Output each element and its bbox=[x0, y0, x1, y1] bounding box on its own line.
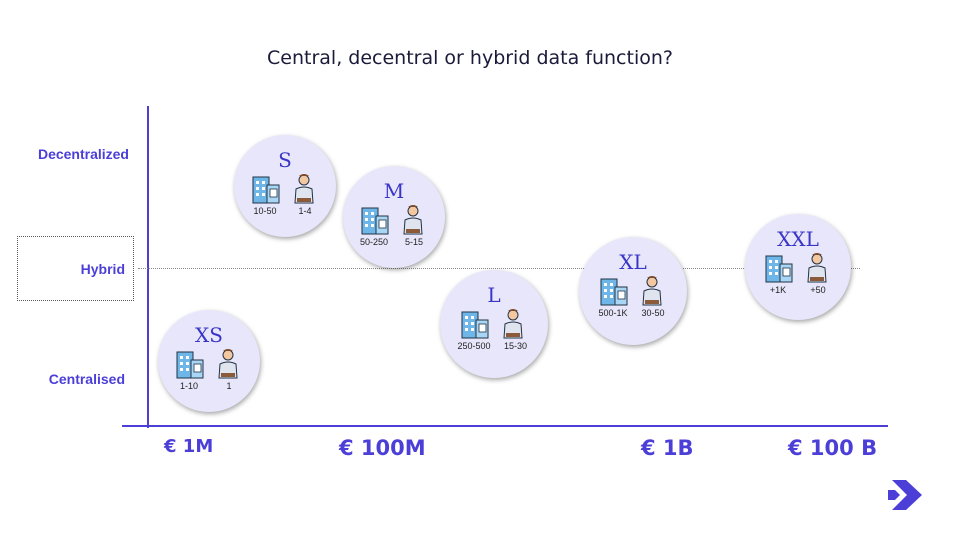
hybrid-guide-line bbox=[138, 268, 860, 269]
person-icon bbox=[642, 276, 662, 306]
bubble-xs: XS 1-10 1 bbox=[158, 310, 260, 412]
person-icon bbox=[218, 349, 238, 379]
office-building-icon bbox=[461, 311, 489, 339]
company-count: 500-1K bbox=[598, 308, 628, 318]
office-building-icon bbox=[176, 351, 204, 379]
y-axis-line bbox=[147, 106, 149, 428]
company-count: 10-50 bbox=[253, 206, 277, 216]
person-icon bbox=[503, 309, 523, 339]
x-tick-100b: € 100 B bbox=[788, 436, 878, 460]
x-tick-1b: € 1B bbox=[641, 436, 694, 460]
x-axis-line bbox=[122, 425, 888, 427]
bubble-size-label: M bbox=[383, 179, 405, 203]
brand-logo-icon bbox=[888, 480, 922, 510]
person-icon bbox=[807, 253, 827, 283]
bubble-size-label: XL bbox=[619, 250, 647, 274]
person-icon bbox=[294, 174, 314, 204]
people-count: 15-30 bbox=[504, 341, 528, 351]
people-count: 1 bbox=[226, 381, 232, 391]
office-building-icon bbox=[361, 207, 389, 235]
office-building-icon bbox=[252, 176, 280, 204]
person-icon bbox=[403, 205, 423, 235]
people-count: 5-15 bbox=[404, 237, 423, 247]
y-label-centralised: Centralised bbox=[48, 371, 125, 387]
office-building-icon bbox=[765, 255, 793, 283]
bubble-l: L 250-500 15-30 bbox=[440, 270, 548, 378]
x-tick-100m: € 100M bbox=[339, 436, 426, 460]
bubble-size-label: XXL bbox=[777, 227, 819, 251]
bubble-xxl: XXL +1K +50 bbox=[745, 214, 851, 320]
company-count: 50-250 bbox=[359, 237, 389, 247]
bubble-size-label: XS bbox=[195, 323, 223, 347]
company-count: +1K bbox=[769, 285, 787, 295]
company-count: 250-500 bbox=[457, 341, 491, 351]
company-count: 1-10 bbox=[179, 381, 198, 391]
bubble-s: S 10-50 1-4 bbox=[234, 135, 336, 237]
y-label-hybrid: Hybrid bbox=[80, 261, 125, 277]
hybrid-highlight-box bbox=[17, 236, 134, 301]
x-tick-1m: € 1M bbox=[164, 436, 214, 457]
bubble-size-label: L bbox=[487, 283, 501, 307]
bubble-xl: XL 500-1K 30-50 bbox=[579, 237, 687, 345]
office-building-icon bbox=[600, 278, 628, 306]
bubble-size-label: S bbox=[278, 148, 292, 172]
page-title: Central, decentral or hybrid data functi… bbox=[267, 47, 673, 69]
people-count: 30-50 bbox=[641, 308, 665, 318]
people-count: 1-4 bbox=[298, 206, 312, 216]
y-label-decentralized: Decentralized bbox=[37, 146, 129, 162]
bubble-m: M 50-250 5-15 bbox=[343, 166, 445, 268]
people-count: +50 bbox=[810, 285, 826, 295]
